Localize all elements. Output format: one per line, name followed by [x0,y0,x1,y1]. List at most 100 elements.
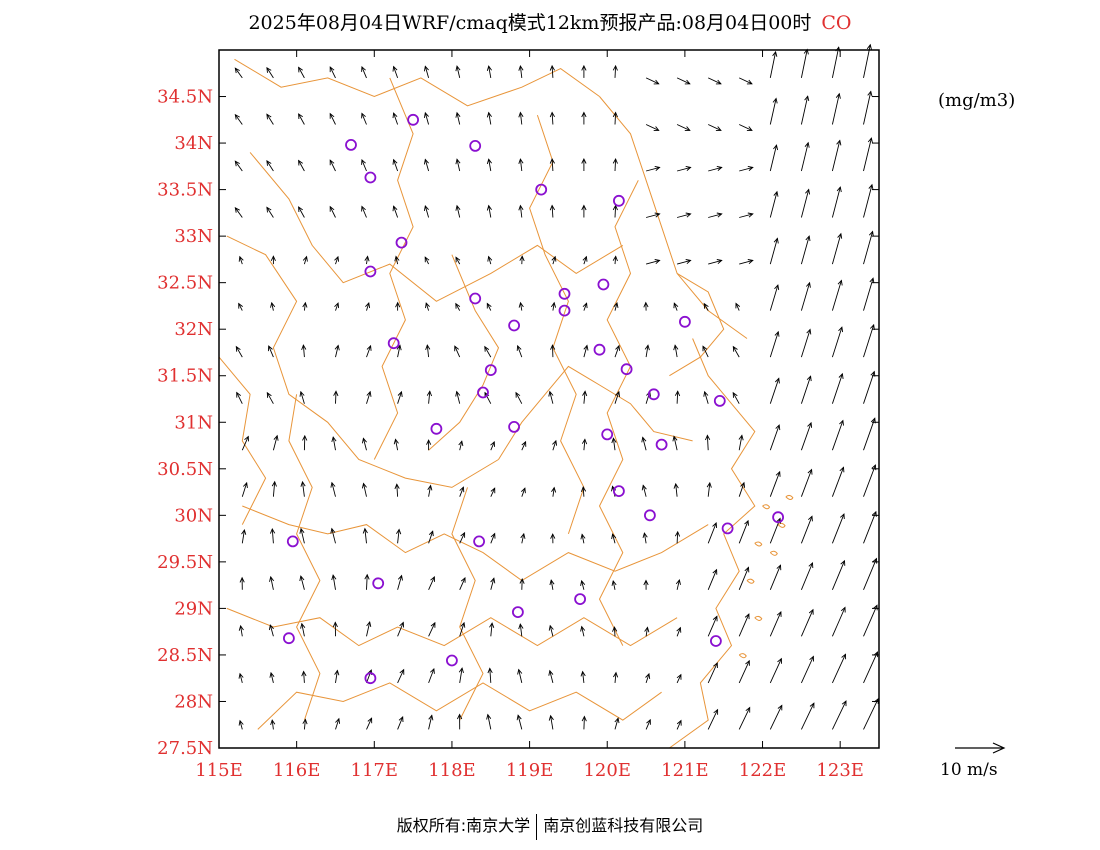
wind-vector-icon [738,566,750,590]
wind-vector-icon [738,659,750,684]
station-marker [601,428,614,441]
wind-vector-icon [800,702,815,730]
wind-vector-icon [396,528,402,544]
wind-vector-icon [800,235,811,265]
wind-vector-icon [580,670,586,683]
wind-vector-icon [298,113,305,125]
wind-vector-icon [769,237,779,265]
wind-vectors [234,43,879,730]
wind-vector-icon [548,624,554,637]
wind-vector-icon [234,160,243,172]
wind-vector-icon [333,390,339,404]
wind-vector-icon [486,65,492,78]
wind-vector-icon [800,655,814,684]
wind-vector-icon [329,159,336,172]
y-tick-label: 29N [174,598,213,619]
wind-vector-icon [676,673,682,684]
wind-vector-icon [863,277,875,311]
wind-vector-icon [423,111,430,125]
boundary-line [373,77,414,460]
wind-vector-icon [612,111,618,125]
wind-vector-icon [769,657,782,684]
copyright-right: 南京创蓝科技有限公司 [543,816,704,835]
wind-vector-icon [800,141,810,172]
wind-vector-icon [425,302,430,311]
station-marker [364,672,377,685]
boundary-line [257,682,662,730]
station-marker [477,386,489,399]
wind-vector-icon [425,344,431,358]
wind-vector-icon [486,158,492,172]
wind-vector-icon [334,344,340,358]
wind-vector-icon [643,579,649,590]
wind-vector-icon [583,344,589,358]
map-title-main: 2025年08月04日WRF/cmaq模式12km预报产品:08月04日00时 [248,12,812,34]
wind-vector-icon [769,50,778,78]
wind-vector-icon [521,440,527,451]
wind-vector-icon [456,713,463,730]
wind-vector-icon [550,301,557,311]
wind-vector-icon [863,370,876,404]
wind-vector-icon [739,165,754,172]
wind-vector-icon [515,391,523,404]
station-marker [395,236,408,249]
footer-divider [536,813,538,840]
wind-vector-icon [455,65,461,79]
wind-vector-icon [645,212,661,218]
wind-vector-icon [863,323,875,358]
wind-vector-icon [299,575,305,590]
wind-vector-icon [641,436,647,451]
wind-vector-icon [863,137,873,172]
wind-vector-icon [396,344,402,358]
wind-vector-icon [831,139,842,172]
wind-vector-icon [330,481,336,497]
province-boundaries [218,58,794,749]
station-marker [282,632,295,645]
y-tick-label: 28.5N [157,645,213,666]
station-marker [387,337,400,350]
wind-vector-icon [611,533,617,544]
wind-vector-icon [392,205,399,218]
wind-vector-icon [520,487,526,497]
wind-vector-icon [732,345,740,358]
wind-vector-icon [582,390,588,404]
wind-vector-icon [831,46,841,78]
wind-vector-icon [270,301,276,311]
wind-vector-icon [361,112,367,125]
wind-vector-icon [863,510,877,544]
wind-vector-icon [300,622,306,637]
reference-vector-icon [955,742,1006,754]
wind-vector-icon [644,626,650,637]
wind-vector-icon [298,66,305,79]
wind-vector-icon [580,625,586,637]
wind-vector-icon [613,301,619,311]
wind-vector-icon [863,417,876,451]
boundary-line [598,180,639,646]
station-marker [430,422,443,435]
wind-vector-icon [738,434,744,451]
wind-vector-icon [769,610,782,637]
wind-vector-icon [863,697,879,730]
wind-vector-icon [455,158,461,172]
wind-vector-icon [645,77,660,85]
wind-vector-icon [397,574,403,590]
x-tick-label: 118E [428,760,476,781]
wind-vector-icon [329,66,336,79]
island-outline [738,653,747,659]
boundary-line [529,114,585,535]
wind-vector-icon [644,344,650,358]
island-outline [762,504,771,510]
y-tick-label: 34.5N [157,87,213,108]
wind-vector-icon [271,480,277,497]
wind-vector-icon [739,259,754,265]
wind-vector-icon [676,165,692,172]
boundary-line [218,356,267,525]
wind-vector-icon [707,522,718,544]
station-marker [535,183,548,196]
wind-vector-icon [486,204,492,218]
wind-vector-icon [548,714,554,730]
wind-vector-icon [863,557,878,590]
wind-vector-icon [238,302,243,311]
wind-vector-icon [645,124,660,131]
